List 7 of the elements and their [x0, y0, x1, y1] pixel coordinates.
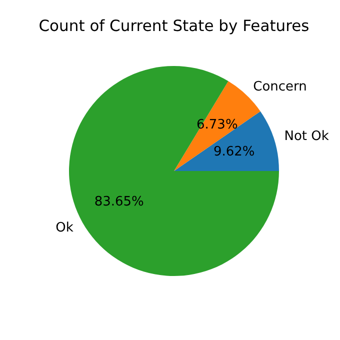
data-label: 83.65% — [94, 194, 144, 210]
slice-label: Concern — [253, 79, 307, 94]
slice-label: Not Ok — [284, 129, 330, 144]
pie-slice — [174, 111, 279, 171]
data-label: 9.62% — [213, 144, 255, 160]
chart-title: Count of Current State by Features — [38, 17, 310, 35]
slice-label: Ok — [56, 220, 74, 236]
